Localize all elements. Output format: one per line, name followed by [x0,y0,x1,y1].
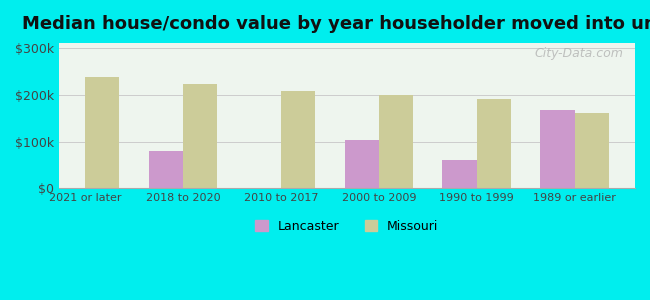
Text: City-Data.com: City-Data.com [534,47,623,60]
Bar [379,94,413,188]
Bar [281,91,315,188]
Legend: Lancaster, Missouri: Lancaster, Missouri [250,214,443,238]
Bar [443,160,476,188]
Bar [183,84,217,188]
Bar [85,77,120,188]
Bar [344,140,379,188]
Bar [476,99,511,188]
Bar [149,151,183,188]
Bar [575,113,609,188]
Title: Median house/condo value by year householder moved into unit: Median house/condo value by year househo… [22,15,650,33]
Bar [540,110,575,188]
